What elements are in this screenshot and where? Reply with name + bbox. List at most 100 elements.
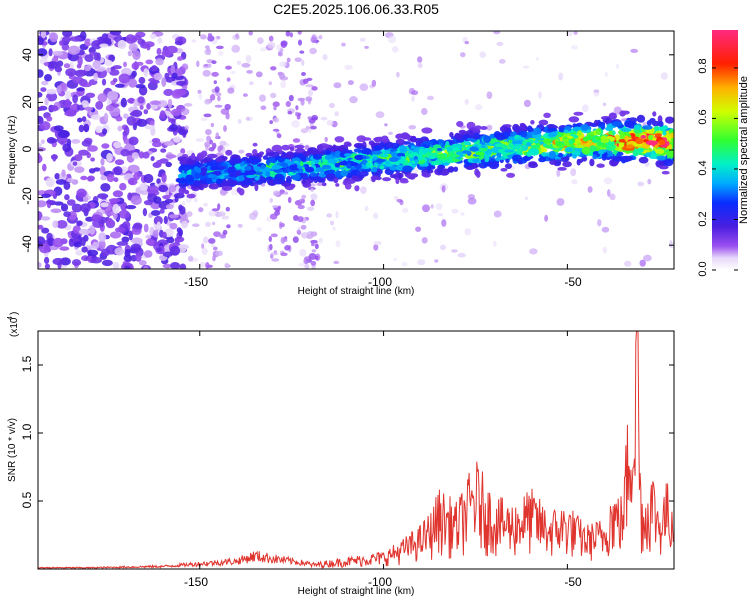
spectrum-cell — [451, 208, 459, 214]
spectrum-cell — [311, 86, 318, 91]
spectrum-ytick-label: -20 — [20, 187, 34, 205]
spectrum-cell — [362, 155, 367, 160]
spectrum-cell — [426, 151, 432, 155]
spectrum-cell — [513, 125, 521, 134]
spectrum-cell — [533, 127, 542, 135]
snr-xtick-label: -100 — [368, 575, 392, 589]
spectrum-cell — [474, 104, 483, 111]
spectrum-cell — [220, 190, 229, 195]
spectrum-cell — [310, 183, 316, 187]
spectrum-cell — [469, 146, 479, 152]
spectrum-cell — [61, 43, 70, 51]
spectrum-cell — [80, 82, 93, 88]
colorbar-gradient — [712, 30, 738, 270]
spectrum-cell — [49, 138, 58, 143]
spectrum-cell — [235, 33, 239, 39]
spectrum-cell — [346, 178, 356, 184]
spectrum-cell — [441, 185, 446, 193]
spectrum-cell — [333, 82, 342, 89]
spectrum-cell — [484, 155, 490, 163]
spectrum-cell — [456, 121, 464, 127]
spectrum-cell — [84, 54, 94, 62]
spectrum-cell — [373, 241, 382, 246]
spectrum-cell — [46, 92, 58, 102]
spectrum-cell — [328, 102, 335, 109]
spectrum-cell — [199, 261, 206, 268]
spectrum-ytick-label: 40 — [20, 48, 34, 62]
spectrum-cell — [266, 216, 272, 222]
spectrum-cell — [202, 69, 211, 77]
spectrum-cell — [92, 241, 100, 250]
spectrum-cell — [164, 198, 174, 204]
spectrum-cell — [360, 186, 367, 194]
spectrum-cell — [108, 198, 121, 203]
spectrum-cell — [191, 39, 197, 43]
spectrum-cell — [193, 197, 198, 203]
spectrum-cell — [375, 158, 386, 163]
spectrum-cell — [633, 124, 642, 130]
spectrum-cell — [186, 193, 196, 199]
spectrum-cell — [143, 173, 154, 184]
spectrum-cell — [87, 145, 98, 152]
spectrum-cell — [308, 253, 317, 260]
spectrum-cell — [410, 145, 416, 150]
spectrum-cell — [131, 62, 140, 70]
spectrum-cell — [206, 135, 212, 142]
spectrum-cell — [305, 166, 315, 173]
spectrum-cell — [46, 88, 57, 95]
spectrum-cell — [272, 178, 284, 185]
spectrum-cell — [143, 109, 149, 115]
colorbar: 0.0 0.2 0.4 0.6 0.8 Normalized spectral … — [697, 30, 750, 277]
spectrum-xtick-label: -150 — [184, 275, 208, 289]
spectrum-cell — [410, 95, 416, 102]
spectrum-cell — [127, 177, 138, 186]
spectrum-cell — [180, 164, 191, 171]
snr-x-axis-label: Height of straight line (km) — [298, 586, 415, 597]
spectrum-cell — [64, 90, 72, 100]
spectrum-cell — [310, 239, 318, 244]
spectrum-cell — [142, 151, 150, 159]
spectrum-cell — [529, 248, 538, 255]
spectrum-cell — [41, 227, 50, 234]
spectrum-cell — [658, 121, 664, 127]
spectrum-cell — [143, 265, 149, 269]
spectrum-cell — [269, 197, 274, 203]
spectrum-cell — [272, 117, 280, 123]
spectrum-cell — [135, 84, 146, 89]
spectrum-cell — [560, 156, 569, 162]
spectrum-cell — [643, 254, 652, 262]
spectrum-cell — [410, 136, 417, 143]
spectrum-cell — [203, 113, 212, 118]
spectrum-cell — [301, 194, 307, 199]
spectrum-cell — [332, 226, 336, 231]
spectrum-cell — [349, 96, 358, 104]
spectrum-cell — [539, 141, 544, 145]
spectrum-cell — [200, 167, 208, 172]
spectrum-cell — [45, 177, 55, 188]
spectrum-cell — [587, 186, 593, 193]
spectrum-cell — [326, 173, 336, 180]
spectrum-cell — [529, 147, 540, 156]
spectrum-cell — [160, 148, 167, 153]
spectrum-cell — [645, 140, 658, 146]
spectrum-cell — [106, 152, 113, 162]
spectrum-cell — [125, 205, 137, 210]
spectrum-cell — [332, 144, 337, 153]
spectrum-cell — [151, 65, 158, 72]
spectrum-cell — [156, 178, 161, 185]
spectrum-cell — [486, 124, 493, 131]
spectrum-cell — [144, 125, 156, 130]
spectrum-cell — [294, 144, 305, 149]
spectrum-cell — [604, 71, 608, 78]
spectrum-cell — [656, 155, 667, 161]
spectrum-cell — [415, 226, 422, 232]
spectrum-cell — [365, 162, 371, 168]
spectrum-cell — [522, 140, 527, 146]
spectrum-cell — [133, 222, 143, 230]
spectrum-cell — [53, 201, 64, 206]
spectrum-cell — [253, 166, 262, 172]
spectrum-cell — [177, 56, 184, 61]
colorbar-label: Normalized spectral amplitude — [738, 76, 750, 224]
spectrum-cell — [281, 144, 291, 151]
spectrum-cell — [483, 135, 491, 143]
